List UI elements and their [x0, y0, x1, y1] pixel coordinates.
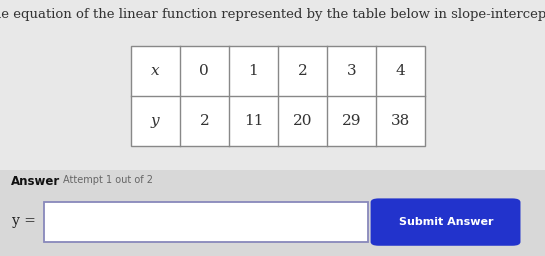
Text: 4: 4	[396, 64, 405, 78]
Text: Submit Answer: Submit Answer	[398, 217, 493, 227]
FancyBboxPatch shape	[131, 46, 425, 146]
Text: 38: 38	[391, 114, 410, 128]
FancyBboxPatch shape	[44, 202, 368, 242]
Text: 11: 11	[244, 114, 263, 128]
Text: 29: 29	[342, 114, 361, 128]
Text: x: x	[151, 64, 160, 78]
Text: y =: y =	[12, 215, 36, 228]
Text: 20: 20	[293, 114, 312, 128]
Text: Find the equation of the linear function represented by the table below in slope: Find the equation of the linear function…	[0, 8, 545, 21]
FancyBboxPatch shape	[371, 198, 520, 246]
Text: Answer: Answer	[11, 175, 60, 188]
Text: 2: 2	[298, 64, 307, 78]
Text: 3: 3	[347, 64, 356, 78]
Text: 0: 0	[199, 64, 209, 78]
Text: 1: 1	[249, 64, 258, 78]
Text: 2: 2	[199, 114, 209, 128]
Text: y: y	[151, 114, 160, 128]
FancyBboxPatch shape	[0, 170, 545, 256]
Text: Attempt 1 out of 2: Attempt 1 out of 2	[63, 175, 153, 185]
